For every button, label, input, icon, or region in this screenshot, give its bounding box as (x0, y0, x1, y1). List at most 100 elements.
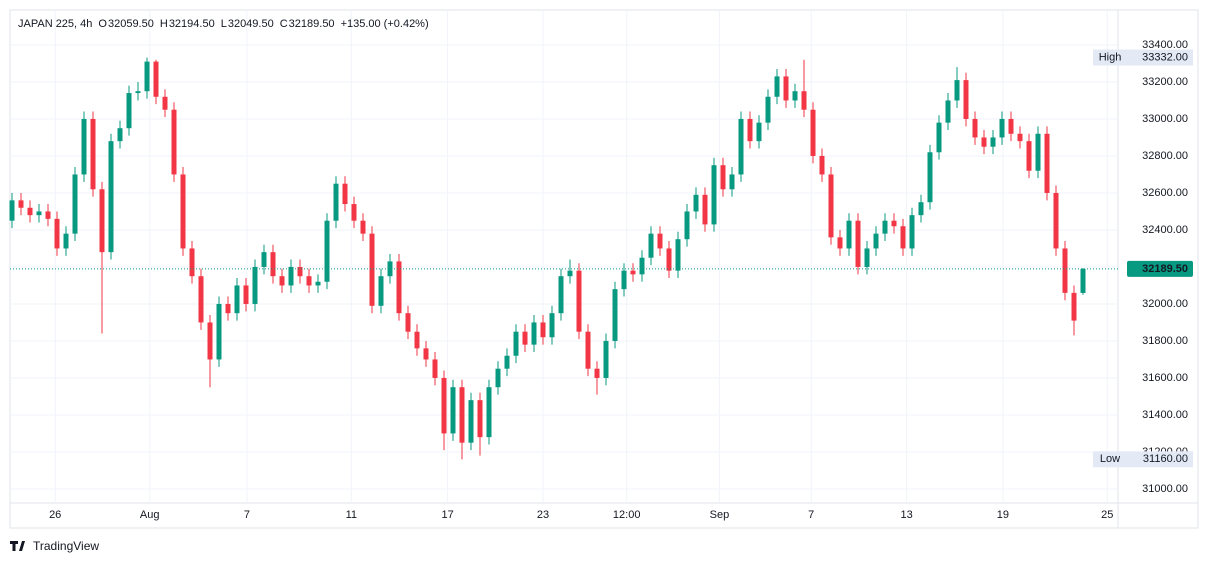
header-h-label: H (160, 18, 168, 30)
y-tick-label: 33400.00 (1142, 39, 1188, 51)
last-price-label: 32189.50 (1142, 263, 1188, 275)
price-marker-bg (1093, 451, 1193, 468)
candle-body (909, 215, 915, 249)
candle-body (297, 266, 303, 277)
candle-body (792, 91, 798, 101)
price-marker-name: Low (1100, 453, 1120, 465)
candle-body (9, 200, 15, 221)
candle-body (783, 76, 789, 101)
candle-body (693, 194, 699, 212)
candle-body (351, 204, 357, 221)
candle-body (432, 359, 438, 378)
candle-body (729, 174, 735, 190)
x-tick-label: 19 (997, 509, 1009, 521)
x-tick-label: Aug (140, 509, 160, 521)
candle-body (225, 303, 231, 314)
candle-body (54, 218, 60, 249)
candle-body (99, 189, 105, 253)
candle-body (162, 96, 168, 110)
x-tick-label: 11 (346, 509, 357, 521)
candle-body (531, 322, 537, 345)
candle-body (621, 270, 627, 290)
x-tick-label: 7 (808, 509, 814, 521)
x-tick-label: Sep (710, 509, 730, 521)
header-c-label: C (280, 18, 288, 30)
candle-body (738, 118, 744, 175)
y-tick-label: 32400.00 (1142, 224, 1188, 236)
candle-body (72, 174, 78, 234)
candle-body (315, 281, 321, 286)
y-tick-label: 31800.00 (1142, 335, 1188, 347)
candle-body (846, 220, 852, 249)
candle-body (486, 387, 492, 438)
candle-body (378, 276, 384, 306)
candle-body (864, 248, 870, 267)
labels: JAPAN 225, 4h O 32059.50 H 32194.50 L 32049.50… (18, 18, 1193, 521)
candle-body (18, 200, 24, 208)
candle-body (837, 237, 843, 249)
candle-body (999, 118, 1005, 138)
x-tick-label: 23 (537, 509, 549, 521)
candle-body (198, 276, 204, 323)
candle-body (279, 276, 285, 286)
candle-body (360, 220, 366, 234)
candle-body (873, 233, 879, 249)
candle-body (990, 137, 996, 147)
candle-body (81, 118, 87, 175)
candles (9, 57, 1118, 460)
candle-body (1026, 141, 1032, 171)
candle-body (414, 331, 420, 349)
candle-body (963, 80, 969, 119)
candle-body (36, 211, 42, 216)
candle-body (369, 233, 375, 306)
price-marker-name: High (1099, 51, 1122, 63)
candle-body (828, 174, 834, 238)
y-tick-label: 32600.00 (1142, 187, 1188, 199)
candle-body (702, 194, 708, 225)
price-marker-value: 31160.00 (1143, 453, 1188, 465)
x-tick-label: 13 (900, 509, 912, 521)
candle-body (567, 270, 573, 277)
candle-body (684, 211, 690, 240)
candle-body (603, 340, 609, 378)
candle-body (756, 122, 762, 142)
candle-body (891, 220, 897, 227)
candle-body (675, 239, 681, 271)
candle-body (585, 331, 591, 369)
candle-body (855, 220, 861, 267)
header-o: 32059.50 (108, 18, 154, 30)
header-change: +135.00 (+0.42%) (341, 18, 429, 30)
y-tick-label: 33000.00 (1142, 113, 1188, 125)
candle-body (144, 61, 150, 92)
candle-body (810, 109, 816, 156)
candle-body (243, 285, 249, 304)
candle-body (801, 91, 807, 110)
brand: TradingView (10, 539, 99, 553)
candle-body (324, 220, 330, 282)
candle-body (306, 276, 312, 286)
candle-body (180, 174, 186, 249)
candle-body (1008, 118, 1014, 134)
candle-body (972, 118, 978, 138)
candle-body (954, 80, 960, 101)
header-o-label: O (98, 18, 107, 30)
logo (10, 541, 25, 551)
header-h: 32194.50 (169, 18, 215, 30)
grid (10, 10, 1118, 503)
candle-body (1053, 192, 1059, 249)
candle-body (27, 207, 33, 216)
x-tick-label: 26 (49, 509, 61, 521)
candle-body (495, 368, 501, 388)
candle-body (441, 377, 447, 434)
candle-body (252, 266, 258, 304)
candle-body (477, 400, 483, 438)
candle-body (288, 266, 294, 286)
y-tick-label: 33200.00 (1142, 76, 1188, 88)
candle-body (720, 165, 726, 190)
candle-body (612, 289, 618, 341)
candle-body (630, 270, 636, 275)
candle-body (882, 220, 888, 234)
candle-body (774, 76, 780, 97)
x-tick-label: 7 (244, 509, 250, 521)
x-tick-label: 12:00 (613, 509, 641, 521)
